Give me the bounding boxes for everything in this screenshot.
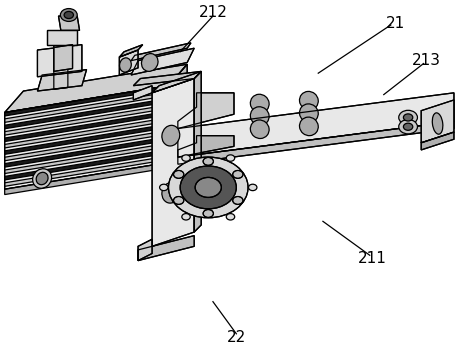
Polygon shape bbox=[119, 45, 143, 57]
Polygon shape bbox=[5, 105, 168, 135]
Text: 22: 22 bbox=[227, 330, 246, 345]
Circle shape bbox=[174, 171, 184, 178]
Polygon shape bbox=[5, 162, 168, 195]
Polygon shape bbox=[5, 92, 168, 122]
Ellipse shape bbox=[162, 182, 180, 203]
Polygon shape bbox=[152, 71, 201, 93]
Ellipse shape bbox=[141, 54, 158, 71]
Polygon shape bbox=[5, 99, 168, 129]
Circle shape bbox=[168, 157, 248, 218]
Polygon shape bbox=[178, 136, 234, 157]
Polygon shape bbox=[37, 45, 82, 77]
Polygon shape bbox=[178, 121, 454, 164]
Polygon shape bbox=[5, 150, 168, 180]
Ellipse shape bbox=[119, 58, 132, 72]
Polygon shape bbox=[54, 45, 73, 71]
Polygon shape bbox=[421, 100, 454, 143]
Polygon shape bbox=[133, 71, 201, 86]
Text: 213: 213 bbox=[411, 53, 440, 68]
Ellipse shape bbox=[250, 120, 269, 139]
Circle shape bbox=[403, 123, 413, 130]
Circle shape bbox=[203, 157, 213, 165]
Circle shape bbox=[399, 120, 417, 134]
Polygon shape bbox=[5, 130, 168, 161]
Polygon shape bbox=[5, 86, 168, 116]
Circle shape bbox=[160, 184, 168, 191]
Ellipse shape bbox=[162, 125, 180, 146]
Circle shape bbox=[180, 166, 236, 209]
Circle shape bbox=[233, 171, 243, 178]
Polygon shape bbox=[421, 132, 454, 150]
Polygon shape bbox=[5, 124, 168, 154]
Circle shape bbox=[227, 155, 235, 161]
Circle shape bbox=[403, 114, 413, 121]
Polygon shape bbox=[5, 111, 168, 142]
Polygon shape bbox=[138, 236, 194, 261]
Circle shape bbox=[399, 110, 417, 125]
Circle shape bbox=[203, 210, 213, 217]
Polygon shape bbox=[178, 93, 234, 129]
Polygon shape bbox=[5, 143, 168, 174]
Circle shape bbox=[182, 213, 190, 220]
Text: 212: 212 bbox=[198, 5, 227, 20]
Ellipse shape bbox=[33, 169, 51, 188]
Polygon shape bbox=[5, 118, 168, 148]
Polygon shape bbox=[5, 86, 168, 189]
Polygon shape bbox=[58, 16, 80, 30]
Circle shape bbox=[195, 177, 221, 197]
Ellipse shape bbox=[36, 172, 48, 185]
Circle shape bbox=[174, 197, 184, 204]
Ellipse shape bbox=[300, 104, 318, 122]
Text: 211: 211 bbox=[358, 251, 387, 266]
Ellipse shape bbox=[250, 107, 269, 125]
Circle shape bbox=[60, 9, 77, 21]
Polygon shape bbox=[168, 64, 187, 162]
Polygon shape bbox=[131, 48, 194, 75]
Circle shape bbox=[64, 11, 73, 19]
Polygon shape bbox=[5, 64, 187, 112]
Circle shape bbox=[249, 184, 257, 191]
Polygon shape bbox=[37, 70, 87, 91]
Ellipse shape bbox=[300, 91, 318, 110]
Polygon shape bbox=[54, 36, 68, 89]
Polygon shape bbox=[5, 137, 168, 167]
Ellipse shape bbox=[250, 94, 269, 113]
Polygon shape bbox=[5, 156, 168, 186]
Ellipse shape bbox=[432, 113, 443, 134]
Circle shape bbox=[182, 155, 190, 161]
Polygon shape bbox=[47, 30, 77, 45]
Polygon shape bbox=[138, 239, 152, 261]
Polygon shape bbox=[194, 71, 201, 232]
Polygon shape bbox=[131, 43, 191, 61]
Polygon shape bbox=[119, 50, 138, 75]
Circle shape bbox=[233, 197, 243, 205]
Circle shape bbox=[227, 213, 234, 220]
Text: 21: 21 bbox=[386, 16, 405, 31]
Polygon shape bbox=[152, 79, 194, 246]
Polygon shape bbox=[178, 93, 454, 157]
Ellipse shape bbox=[300, 117, 318, 136]
Polygon shape bbox=[133, 86, 152, 100]
